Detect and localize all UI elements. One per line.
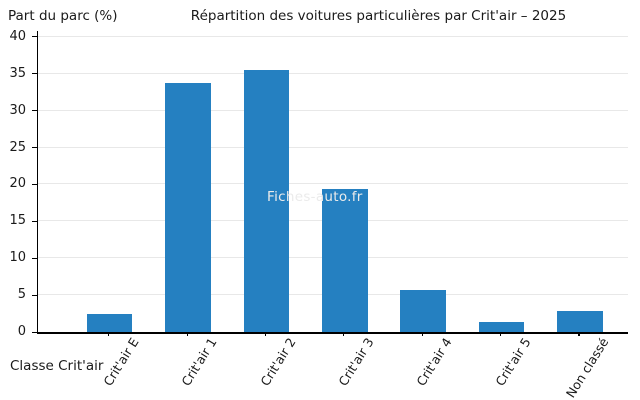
y-tick-mark [32,147,37,149]
y-tick-mark [32,36,37,38]
bar-crit-air-4 [400,289,446,332]
y-tick-label: 40 [9,28,26,44]
y-tick-label: 15 [9,213,26,229]
x-tick-mark [264,332,267,336]
gridline [38,72,628,74]
bar-crit-air-3 [322,188,368,332]
x-tick-mark [421,332,423,336]
x-tick-label: Crit'air 4 [413,335,455,389]
x-tick-label: Crit'air 3 [335,335,377,389]
chart-title: Répartition des voitures particulières p… [190,8,567,24]
gridline [38,35,628,37]
y-tick-label: 20 [9,176,26,192]
gridline [38,183,628,185]
y-tick-label: 0 [17,324,26,339]
y-tick-mark [32,220,37,222]
gridline [38,146,628,148]
y-tick-label: 35 [9,65,26,81]
x-tick-mark [343,332,345,336]
x-tick-label: Crit'air 5 [492,335,534,389]
gridline [38,109,628,111]
y-tick-mark [32,110,37,112]
bar-non-class- [557,311,603,332]
x-tick-mark [500,332,502,336]
bar-crit-air-e [86,314,133,332]
x-tick-label: Non classé [563,335,612,400]
plot-area [37,31,628,334]
y-tick-label: 5 [17,287,26,303]
bar-crit-air-5 [478,321,525,332]
y-tick-label: 30 [9,102,26,118]
x-tick-label: Crit'air 1 [178,335,220,389]
y-tick-mark [32,294,37,296]
x-axis-title: Classe Crit'air [10,358,104,374]
x-tick-label: Crit'air 2 [256,335,299,389]
y-tick-mark [32,73,37,75]
y-tick-mark [32,331,37,333]
y-tick-mark [32,257,37,259]
x-tick-mark [186,332,188,336]
x-tick-label: Crit'air E [100,335,142,389]
bar-crit-air-1 [165,83,211,332]
x-tick-mark [108,332,110,336]
y-tick-label: 10 [9,250,26,266]
watermark: Fiches-auto.fr [267,189,363,205]
x-tick-mark [578,332,580,336]
y-tick-mark [32,183,37,186]
y-axis-title: Part du parc (%) [8,8,118,24]
y-tick-label: 25 [9,139,26,155]
bar-crit-air-2 [243,70,290,332]
